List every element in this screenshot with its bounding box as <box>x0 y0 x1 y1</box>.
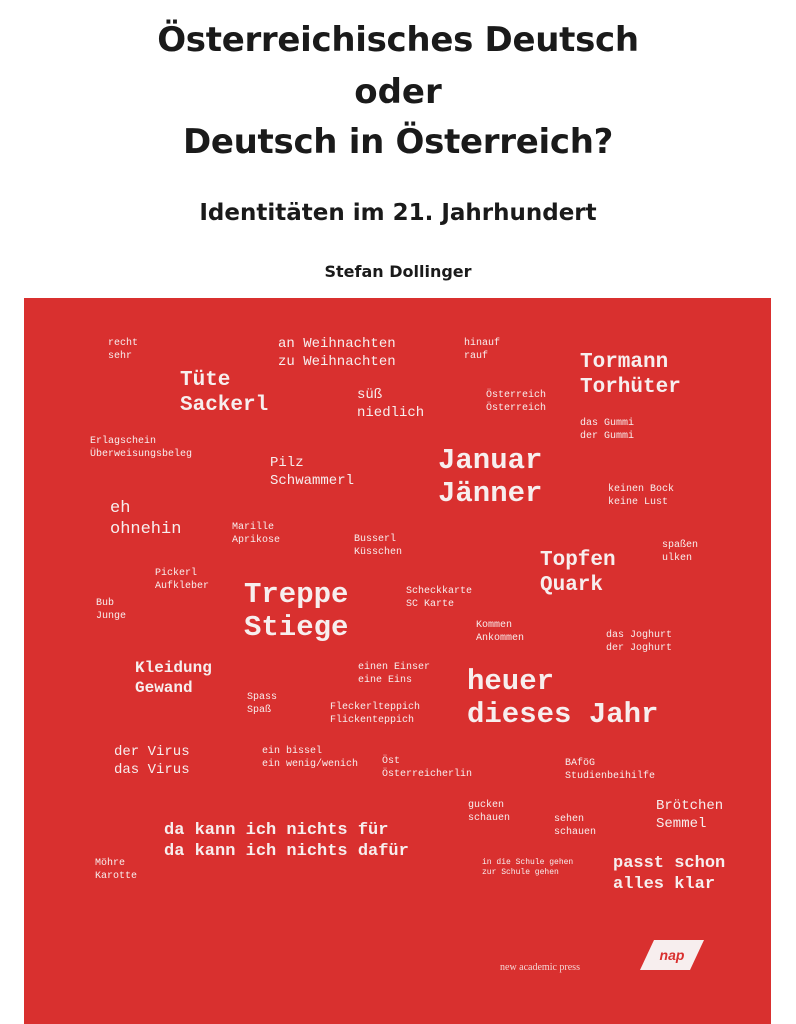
svg-text:nap: nap <box>660 947 685 963</box>
word-pair: Brötchen Semmel <box>656 798 724 832</box>
word-pair: einen Einser eine Eins <box>358 662 431 686</box>
word-pair: hinauf rauf <box>464 338 501 362</box>
word-pair: Österreich Österreich <box>486 390 547 414</box>
word-pair: in die Schule gehen zur Schule gehen <box>482 858 574 877</box>
word-pair: Fleckerlteppich Flickenteppich <box>330 702 421 726</box>
publisher-logo-icon: nap <box>640 940 704 970</box>
word-pair: Tormann Torhüter <box>580 351 681 400</box>
subtitle: Identitäten im 21. Jahrhundert <box>199 200 597 226</box>
word-pair: das Gummi der Gummi <box>580 418 635 442</box>
title-line-2: oder <box>354 72 442 112</box>
word-pair: BAföG Studienbeihilfe <box>565 758 656 782</box>
word-pair: gucken schauen <box>468 800 511 824</box>
word-pair: Tüte Sackerl <box>180 369 269 418</box>
word-pair: passt schon alles klar <box>613 854 726 895</box>
word-pair: Treppe Stiege <box>244 578 349 645</box>
word-pair: Erlagschein Überweisungsbeleg <box>90 436 193 460</box>
publisher-name: new academic press <box>500 962 580 973</box>
word-pair: recht sehr <box>108 338 139 362</box>
word-pair: Kommen Ankommen <box>476 620 525 644</box>
word-pair: Marille Aprikose <box>232 522 281 546</box>
red-word-panel <box>24 298 771 1024</box>
word-pair: Kleidung Gewand <box>135 659 212 697</box>
word-pair: an Weihnachten zu Weihnachten <box>278 336 396 370</box>
title-line-3: Deutsch in Österreich? <box>182 122 614 162</box>
word-pair: das Joghurt der Joghurt <box>606 630 673 654</box>
word-pair: der Virus das Virus <box>114 744 190 778</box>
word-pair: Pickerl Aufkleber <box>155 568 210 592</box>
word-pair: spaßen ulken <box>662 540 699 564</box>
word-pair: keinen Bock keine Lust <box>608 484 675 508</box>
word-pair: Öst Österreicherlin <box>382 756 473 780</box>
word-pair: Bub Junge <box>96 598 127 622</box>
word-pair: süß niedlich <box>357 387 425 421</box>
author: Stefan Dollinger <box>324 262 472 281</box>
word-pair: Pilz Schwammerl <box>270 455 355 489</box>
title-line-1: Österreichisches Deutsch <box>157 20 639 60</box>
word-pair: ein bissel ein wenig/wenich <box>262 746 359 770</box>
word-pair: Spass Spaß <box>247 692 278 716</box>
word-pair: Möhre Karotte <box>95 858 138 882</box>
word-pair: eh ohnehin <box>110 499 182 540</box>
word-pair: Topfen Quark <box>540 549 616 598</box>
word-pair: da kann ich nichts für da kann ich nichts… <box>164 821 409 862</box>
word-pair: Scheckkarte SC Karte <box>406 586 473 610</box>
word-pair: heuer dieses Jahr <box>467 665 659 732</box>
word-pair: Januar Jänner <box>438 444 543 511</box>
word-pair: Busserl Küsschen <box>354 534 403 558</box>
word-pair: sehen schauen <box>554 814 597 838</box>
